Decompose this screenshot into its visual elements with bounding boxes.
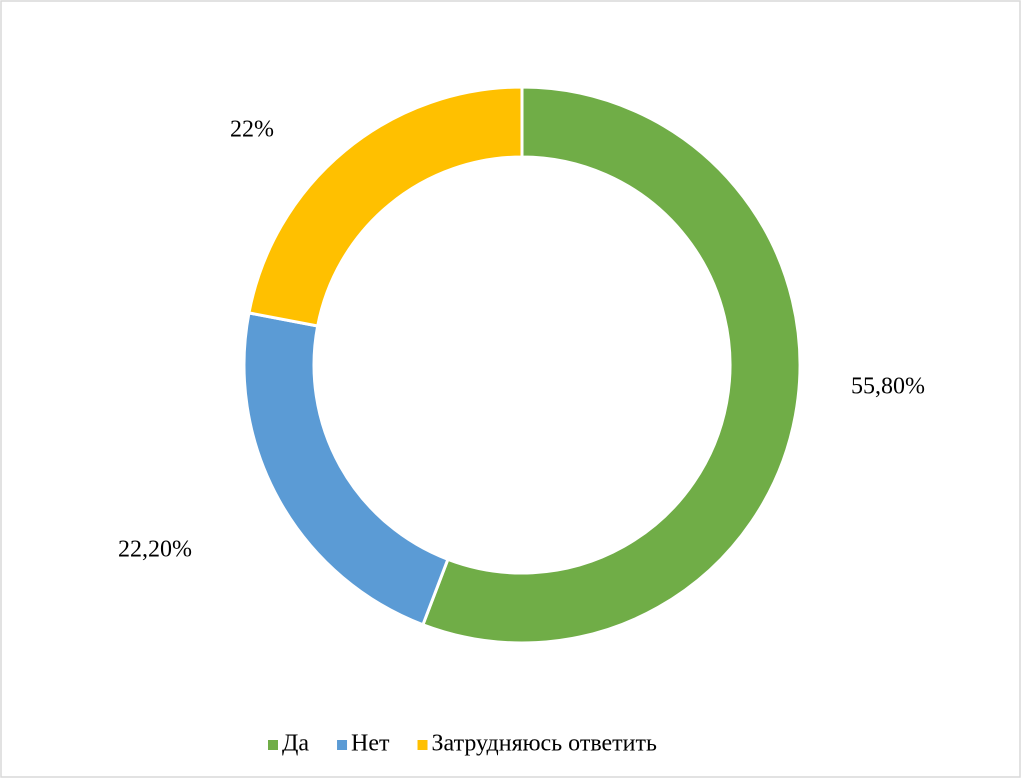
donut-segment xyxy=(247,85,524,328)
legend-label: Да xyxy=(282,731,309,757)
legend-swatch xyxy=(337,740,348,750)
donut-segment xyxy=(420,85,802,645)
legend-label: Нет xyxy=(351,731,390,757)
data-label: 22% xyxy=(230,117,274,143)
data-label: 55,80% xyxy=(851,374,925,400)
legend-swatch xyxy=(268,740,278,750)
data-label: 22,20% xyxy=(118,537,192,563)
legend-label: Затрудняюсь ответить xyxy=(432,731,657,757)
legend-swatch xyxy=(417,740,428,750)
